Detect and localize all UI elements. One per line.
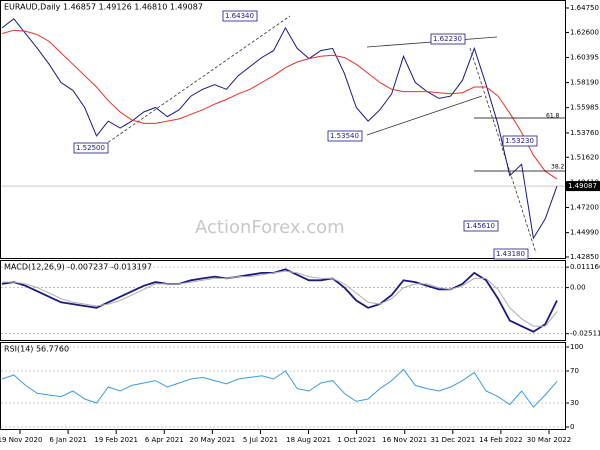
y-tick-label: 1.47200: [570, 204, 599, 212]
annotation-box: [463, 220, 499, 232]
y-tick-label: 1.42850: [570, 253, 599, 261]
y-tick-label: 1.55985: [570, 104, 599, 112]
y-tick-label: 1.51620: [570, 153, 599, 161]
annotation: 1.45610: [466, 222, 495, 230]
x-tick-label: 31 Dec 2021: [430, 436, 475, 444]
last-price-label: 1.49087: [568, 182, 597, 190]
series-line: [1, 268, 558, 333]
annotation-box: [430, 33, 466, 45]
last-price-box: [566, 181, 600, 192]
x-tick-label: 6 Jan 2021: [49, 436, 87, 444]
annotation: 1.53540: [330, 132, 359, 140]
price-panel: [0, 0, 566, 259]
annotation: 1.62230: [433, 35, 462, 43]
y-tick-label: 1.60395: [570, 54, 599, 62]
annotation: 1.52500: [76, 144, 105, 152]
y-tick-label: 70: [570, 367, 579, 375]
annotation: 1.64340: [225, 12, 254, 20]
x-tick-label: 18 Aug 2021: [286, 436, 331, 444]
y-tick-label: 1.62600: [570, 28, 599, 36]
annotation-box: [222, 10, 258, 22]
y-tick-label: 30: [570, 399, 579, 407]
series-line: [1, 29, 558, 180]
watermark: ActionForex.com: [195, 217, 345, 238]
x-tick-label: 19 Feb 2021: [94, 436, 138, 444]
price-title: EURAUD,Daily 1.46857 1.49126 1.46810 1.4…: [4, 3, 203, 12]
annotation: 1.53230: [505, 137, 534, 145]
annotation-box: [327, 130, 363, 142]
x-tick-label: 14 Feb 2022: [479, 436, 523, 444]
y-tick-label: 100: [570, 343, 583, 351]
annotation: 38.2: [551, 164, 565, 171]
annotation-box: [73, 142, 109, 154]
series-line: [1, 368, 558, 408]
y-tick-label: -0.025117: [570, 330, 600, 338]
x-tick-label: 16 Nov 2021: [382, 436, 427, 444]
y-tick-label: 0.011166: [570, 263, 600, 271]
series-line: [1, 18, 558, 240]
x-tick-label: 30 Mar 2022: [527, 436, 571, 444]
y-tick-label: 1.44990: [570, 229, 599, 237]
x-tick-label: 19 Nov 2020: [0, 436, 42, 444]
annotation: 1.43180: [496, 250, 525, 258]
y-tick-label: 1.58190: [570, 79, 599, 87]
macd-panel: [0, 260, 566, 341]
annotation-box: [502, 135, 538, 147]
series-line: [2, 270, 558, 327]
y-tick-label: 0: [570, 423, 574, 431]
rsi-title: RSI(14) 56.7760: [4, 345, 69, 354]
rsi-panel: [0, 342, 566, 430]
annotation-box: [493, 248, 529, 260]
x-tick-label: 1 Oct 2021: [337, 436, 376, 444]
annotation: 61.8: [546, 113, 560, 120]
x-tick-label: 20 May 2021: [190, 436, 236, 444]
x-tick-label: 5 Jul 2021: [243, 436, 278, 444]
y-tick-label: 1.53760: [570, 129, 599, 137]
y-tick-label: 1.64750: [570, 4, 599, 12]
x-tick-label: 6 Apr 2021: [145, 436, 184, 444]
y-tick-label: 0.00: [570, 284, 586, 292]
